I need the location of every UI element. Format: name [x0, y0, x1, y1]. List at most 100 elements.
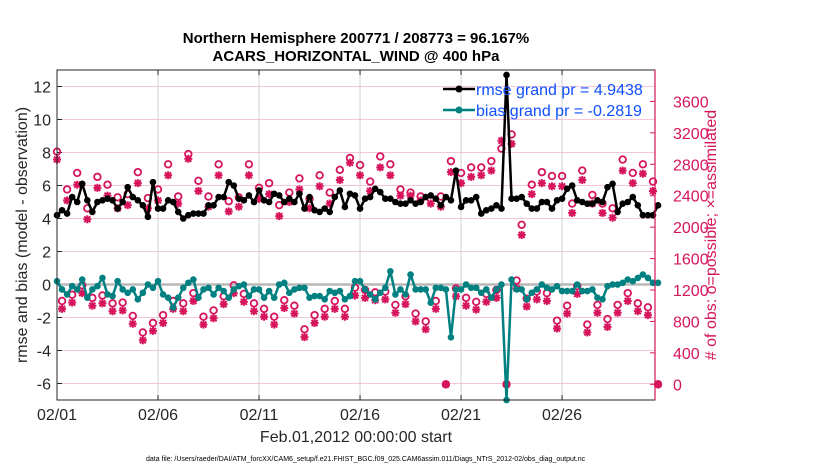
bias-point — [280, 279, 288, 287]
rmse-point — [624, 198, 632, 206]
bias-point — [291, 286, 298, 293]
asterisk-stroke — [482, 298, 491, 306]
bias-point — [371, 296, 379, 303]
rmse-point — [417, 198, 424, 206]
asterisk-stroke — [83, 215, 92, 223]
possible-obs-marker — [269, 312, 279, 321]
rmse-point — [326, 208, 334, 216]
asterisk-stroke — [326, 199, 334, 208]
asterisk-stroke — [376, 163, 384, 172]
rmse-point — [185, 211, 192, 219]
possible-obs-marker — [259, 304, 269, 314]
possible-obs-marker — [62, 185, 72, 194]
rmse-point — [89, 208, 96, 216]
rmse-point — [321, 205, 328, 212]
y-tick-label: -4 — [37, 344, 51, 361]
asterisk-stroke — [265, 190, 273, 198]
possible-obs-marker — [204, 192, 213, 201]
x-tick-label: 02/26 — [542, 407, 582, 424]
rmse-point — [260, 197, 268, 204]
rmse-point — [174, 208, 182, 216]
rmse-point — [124, 183, 132, 191]
assimilated-obs-marker — [184, 154, 193, 163]
asterisk-stroke — [583, 328, 592, 337]
y-tick-label: 4 — [42, 212, 51, 229]
possible-obs-marker — [578, 166, 587, 175]
bias-point — [604, 282, 611, 290]
data-file-footnote: data file: /Users/raeder/DAI/ATM_forcXX/… — [146, 456, 586, 463]
assimilated-obs-marker — [108, 307, 117, 316]
assimilated-obs-marker — [467, 172, 476, 181]
asterisk-stroke — [361, 294, 369, 302]
y-tick-label: -6 — [37, 377, 51, 394]
bias-point — [361, 286, 369, 293]
asterisk-stroke — [421, 325, 430, 333]
rmse-point — [190, 210, 197, 217]
rmse-point — [275, 192, 283, 199]
bias-point — [265, 287, 273, 295]
possible-obs-marker — [264, 178, 274, 188]
rmse-point — [245, 192, 253, 199]
asterisk-stroke — [270, 320, 278, 329]
asterisk-stroke — [235, 203, 243, 211]
asterisk-stroke — [315, 182, 324, 190]
bias-point — [533, 286, 541, 293]
bias-point — [407, 271, 414, 278]
bias-point — [311, 292, 318, 300]
rmse-point — [291, 198, 298, 206]
assimilated-obs-marker — [638, 169, 647, 178]
rmse-point — [452, 167, 460, 174]
bias-point — [200, 286, 207, 293]
asterisk-stroke — [290, 309, 299, 318]
bias-point — [139, 289, 147, 297]
possible-obs-marker — [466, 163, 476, 172]
assimilated-obs-marker — [128, 319, 137, 328]
bias-point — [397, 286, 404, 293]
possible-obs-marker — [517, 220, 526, 229]
assimilated-obs-marker — [244, 171, 253, 180]
possible-obs-marker — [421, 317, 430, 326]
bias-point — [594, 294, 601, 302]
asterisk-stroke — [194, 187, 203, 195]
bias-point — [624, 276, 632, 283]
bias-point — [296, 284, 303, 292]
rmse-point — [220, 193, 227, 201]
x-tick-label: 02/11 — [240, 407, 279, 424]
bias-point — [346, 292, 354, 300]
possible-obs-marker — [618, 155, 627, 164]
rmse-point — [483, 206, 490, 214]
bias-point — [634, 274, 642, 282]
assimilated-obs-marker — [159, 319, 168, 327]
possible-obs-marker — [588, 190, 597, 200]
asterisk-stroke — [63, 196, 71, 205]
bias-point — [134, 296, 142, 303]
asterisk-stroke — [593, 309, 602, 317]
assimilated-obs-marker — [613, 308, 622, 317]
asterisk-stroke — [523, 302, 531, 311]
asterisk-stroke — [88, 302, 97, 310]
rmse-point — [609, 180, 616, 188]
bias-point — [326, 287, 334, 295]
possible-obs-marker — [638, 160, 648, 169]
y-right-tick-label: 1200 — [673, 283, 709, 300]
asterisk-stroke — [356, 171, 364, 179]
rmse-point — [301, 205, 308, 212]
possible-obs-marker — [325, 188, 334, 197]
assimilated-obs-marker — [118, 306, 127, 315]
rmse-point — [548, 205, 556, 212]
asterisk-stroke — [300, 333, 309, 341]
rmse-point — [129, 193, 137, 201]
assimilated-obs-marker — [98, 299, 107, 308]
asterisk-stroke — [406, 192, 415, 200]
legend-rmse-label: rmse grand pr = 4.9438 — [476, 82, 643, 99]
bias-point — [366, 291, 374, 298]
asterisk-stroke — [401, 300, 410, 308]
bias-point — [195, 294, 202, 302]
y-right-tick-label: 3200 — [673, 126, 709, 143]
asterisk-stroke — [305, 204, 314, 212]
bias-point — [543, 284, 551, 292]
assimilated-obs-marker — [553, 324, 562, 333]
bias-point — [129, 286, 137, 293]
bias-point — [68, 282, 76, 290]
bias-point — [250, 286, 258, 293]
